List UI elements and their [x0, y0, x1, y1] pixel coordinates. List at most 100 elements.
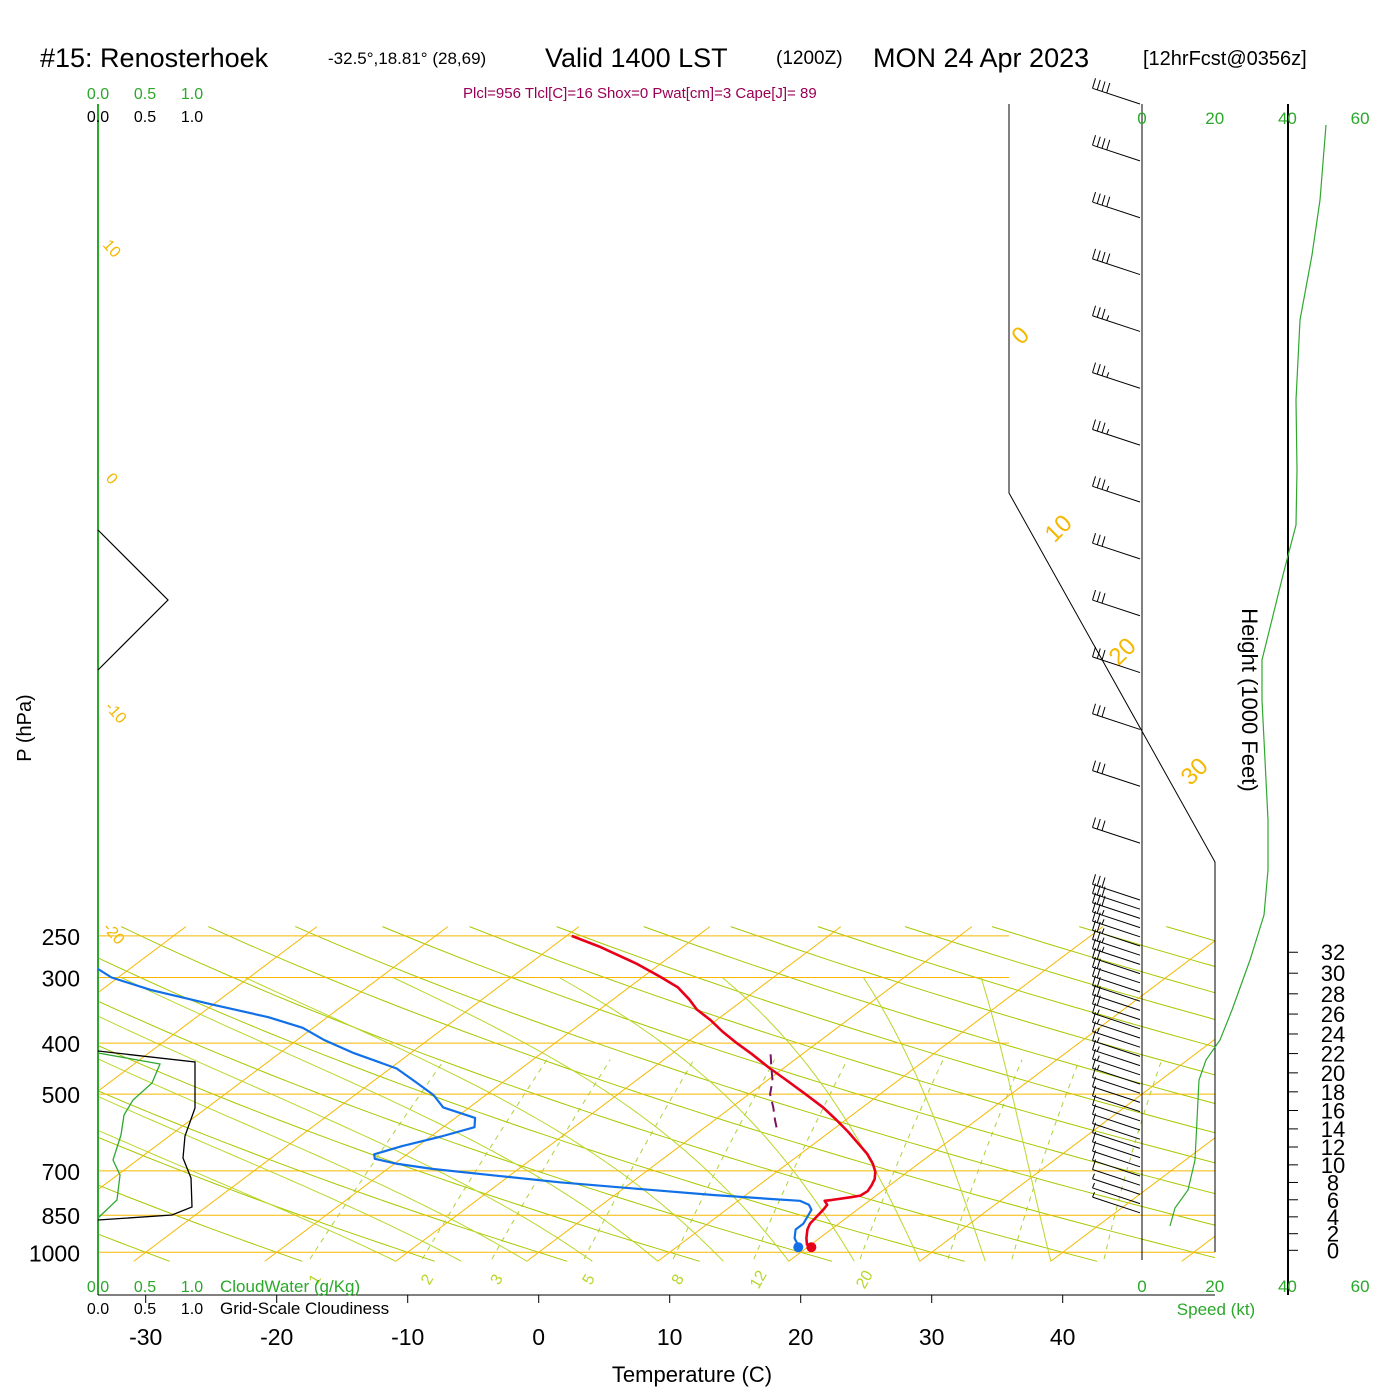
wind-barb [1092, 1085, 1141, 1113]
wind-barb [1092, 760, 1141, 787]
wind-barb [1092, 646, 1141, 674]
wind-barb [1092, 966, 1141, 993]
dry-adiabat [817, 926, 1215, 1262]
temperature-axis: -30 -20 -10 0 10 20 30 40 [129, 1295, 1075, 1350]
temperature-tick-label: -30 [129, 1324, 162, 1350]
dry-adiabat [207, 926, 1215, 1262]
speed-tick-label: 20 [1205, 109, 1224, 128]
cloudwater-label: CloudWater (g/Kg) [220, 1277, 360, 1296]
dewpoint-line [98, 939, 813, 1248]
wind-barb [1092, 892, 1141, 919]
dry-adiabat [98, 926, 965, 1262]
dry-adiabat [469, 926, 1215, 1262]
temperature-tick-label: -20 [260, 1324, 293, 1350]
wind-barb [1092, 1191, 1141, 1214]
speed-tick-label: 60 [1351, 109, 1370, 128]
dry-adiabat [98, 926, 833, 1262]
temperature-line [571, 934, 877, 1249]
wind-barb [1092, 1094, 1141, 1122]
moist-adiabat [98, 977, 462, 1262]
wind-barb [1092, 1150, 1141, 1177]
dry-adiabat [98, 926, 700, 1262]
height-tick-label: 0 [1327, 1238, 1339, 1263]
wind-barb [1092, 1067, 1141, 1094]
wind-barb [1092, 920, 1141, 947]
wind-barb [1092, 1122, 1141, 1149]
wind-barb [1092, 984, 1141, 1011]
mixing-ratio-label: 5 [580, 1272, 599, 1288]
mixing-ratio-label: 8 [669, 1272, 688, 1288]
wind-barb [1092, 956, 1141, 984]
isotherm-label: -10 [101, 699, 129, 728]
height-tick-label: 12 [1321, 1135, 1345, 1160]
cloud-scale-tick-label: 1.0 [181, 86, 203, 103]
forecast-info: [12hrFcst@0356z] [1143, 48, 1307, 70]
wind-barb [1092, 901, 1141, 929]
wind-barb [1092, 78, 1141, 105]
pressure-tick-label: 500 [42, 1082, 80, 1108]
wind-barb [1092, 362, 1141, 389]
dry-adiabat [98, 926, 303, 1262]
height-tick-label: 6 [1327, 1188, 1339, 1213]
wind-barb [1092, 191, 1141, 219]
mixing-ratio-line [309, 1059, 445, 1260]
moist-adiabat [980, 977, 1052, 1262]
isotherm-label: 30 [1176, 753, 1214, 791]
station-title: #15: Renosterhoek [40, 43, 269, 73]
dry-adiabat [98, 926, 568, 1262]
cloud-scale-tick-label: 0.5 [134, 86, 156, 103]
dry-adiabat [556, 926, 1215, 1262]
wind-barb [1092, 1131, 1141, 1159]
height-tick-label: 26 [1321, 1002, 1345, 1027]
pressure-tick-label: 850 [42, 1203, 80, 1229]
moist-adiabat [98, 977, 397, 1262]
isotherm-line [1050, 926, 1215, 1262]
dry-adiabat [295, 926, 1215, 1262]
pressure-tick-label: 700 [42, 1159, 80, 1185]
cloud-scale-tick-label: 1.0 [181, 109, 203, 126]
mixing-ratio-line [421, 1059, 548, 1260]
speed-tick-label: 20 [1205, 1277, 1224, 1296]
height-tick-label: 28 [1321, 982, 1345, 1007]
adiabat-lines [0, 926, 1215, 1262]
dry-adiabat [382, 926, 1215, 1262]
wind-barb [1092, 248, 1141, 276]
moist-adiabat [98, 977, 593, 1262]
cloud-scale-tick-label: 0.0 [87, 109, 109, 126]
mixing-ratio-label: 3 [488, 1272, 507, 1288]
speed-tick-label: 0 [1137, 109, 1146, 128]
plot-frame [97, 104, 1289, 1296]
speed-tick-label: 40 [1278, 1277, 1297, 1296]
dry-adiabat [0, 927, 37, 1262]
speed-tick-label: 60 [1351, 1277, 1370, 1296]
dry-adiabat [643, 926, 1215, 1262]
height-tick-label: 18 [1321, 1080, 1345, 1105]
wind-barb [1092, 1104, 1141, 1131]
pressure-tick-label: 1000 [29, 1240, 80, 1266]
isotherm-label: -20 [99, 920, 127, 949]
isotherm-labels: 10 0 -10 -20 0 10 20 30 [99, 237, 1214, 949]
speed-axis-title: Speed (kt) [1177, 1300, 1255, 1319]
wind-barb [1092, 929, 1141, 956]
isotherm-label: 0 [1006, 321, 1035, 350]
cloudiness-label: Grid-Scale Cloudiness [220, 1299, 389, 1318]
pressure-tick-label: 300 [42, 966, 80, 992]
height-axis-title: Height (1000 Feet) [1237, 608, 1262, 791]
cloud-scale-tick-label: 1.0 [181, 1279, 203, 1296]
moist-adiabat [558, 977, 855, 1262]
isotherm-line [98, 926, 187, 1262]
height-tick-label: 2 [1327, 1222, 1339, 1247]
wind-barb [1092, 135, 1141, 162]
height-tick-label: 14 [1321, 1117, 1345, 1142]
sounding-parameters: Plcl=956 Tlcl[C]=16 Shox=0 Pwat[cm]=3 Ca… [463, 85, 817, 102]
wind-barb [1092, 1021, 1141, 1048]
mixing-ratio-line [491, 1059, 611, 1260]
height-tick-label: 4 [1327, 1205, 1339, 1230]
cloud-scale-tick-label: 0.0 [87, 1301, 109, 1318]
freezing-marker [97, 529, 169, 671]
wind-barb [1092, 703, 1141, 730]
station-coords: -32.5°,18.81° (28,69) [328, 49, 486, 68]
speed-tick-label: 0 [1137, 1277, 1146, 1296]
